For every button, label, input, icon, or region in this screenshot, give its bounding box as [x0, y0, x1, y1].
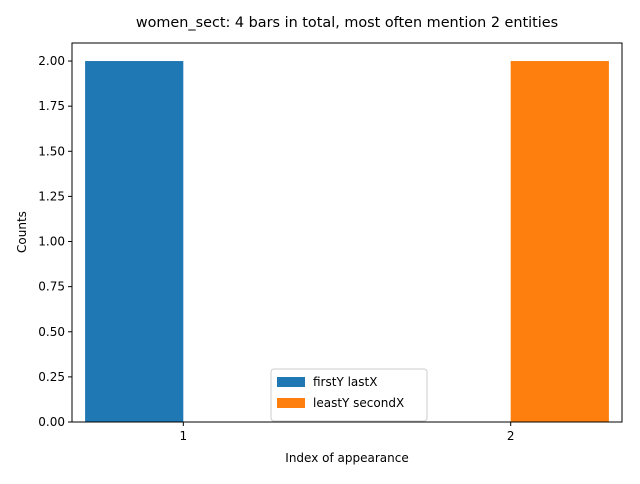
- y-tick-label: 2.00: [38, 54, 65, 68]
- y-tick-label: 1.50: [38, 144, 65, 158]
- x-axis-label: Index of appearance: [285, 451, 408, 465]
- bars-layer: [85, 61, 609, 423]
- legend-swatch: [277, 398, 305, 408]
- y-tick-label: 0.50: [38, 325, 65, 339]
- y-tick-label: 0.25: [38, 370, 65, 384]
- y-tick-label: 1.25: [38, 189, 65, 203]
- y-tick-label: 0.00: [38, 415, 65, 429]
- x-tick-label: 1: [179, 429, 187, 443]
- y-tick-label: 1.75: [38, 99, 65, 113]
- legend-label: leastY secondX: [313, 396, 404, 410]
- y-axis: 0.00 0.25 0.50 0.75 1.00 1.25 1.50 1.75 2.00: [38, 54, 72, 429]
- legend-swatch: [277, 377, 305, 387]
- legend-box: [270, 368, 428, 422]
- chart-title: women_sect: 4 bars in total, most often …: [136, 15, 558, 31]
- legend-label: firstY lastX: [313, 375, 377, 389]
- legend: firstY lastX leastY secondX: [270, 368, 428, 422]
- plot-frame: [71, 42, 623, 423]
- x-tick-label: 2: [507, 429, 515, 443]
- y-axis-label: Counts: [15, 211, 29, 253]
- y-tick-label: 0.75: [38, 280, 65, 294]
- y-tick-label: 1.00: [38, 235, 65, 249]
- bar-1-1: [85, 61, 184, 423]
- bar-2-2: [510, 61, 609, 423]
